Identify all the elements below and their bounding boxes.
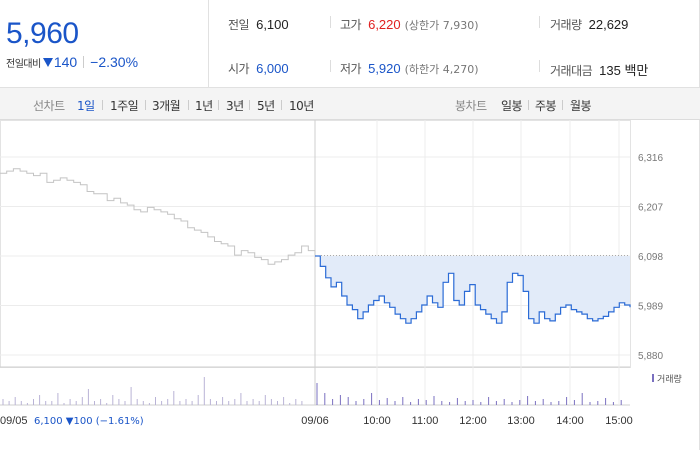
y-tick-label: 6,316 [638,153,663,164]
prev-close-value: 6,100 [256,17,289,32]
divider [249,100,250,110]
volume-label: 거래량 [550,18,582,32]
change-label: 전일대비 [6,58,41,70]
prev-close-stat: 전일 6,100 [228,16,289,33]
low-value: 5,920 [368,61,401,76]
lower-limit: (하한가 4,270) [404,63,479,76]
divider [330,60,331,72]
prev-day-change-info: 6,100 ▼100 (−1.61%) [34,416,144,427]
x-tick-label: 13:00 [507,415,535,427]
price-chart: 6,316 6,207 6,098 5,989 5,880 거래량 09/05 6,100 ▼… [0,120,700,450]
amount-value: 135 백만 [599,63,649,78]
prev-day-price-line [0,168,316,265]
today-price-line [315,255,631,324]
y-tick-label: 5,880 [638,351,663,362]
x-tick-label: 12:00 [459,415,487,427]
high-stat: 고가 6,220 (상한가 7,930) [340,16,479,33]
change-row: 전일대비 140 −2.30% [6,54,138,70]
amount-stat: 거래대금 135 백만 [550,60,648,79]
x-tick-label: 09/06 [301,415,329,427]
change-value: 140 [53,54,78,70]
down-triangle-icon [42,57,53,67]
divider [188,100,189,110]
candle-chart-label: 봉차트 [455,99,487,113]
high-label: 고가 [340,18,362,32]
tab-3y[interactable]: 3년 [226,99,244,113]
divider [539,16,540,28]
volume-legend-label: 거래량 [657,373,682,385]
tab-1y[interactable]: 1년 [195,99,213,113]
open-value: 6,000 [256,61,289,76]
tab-1w[interactable]: 1주일 [110,99,139,113]
tab-3m[interactable]: 3개월 [152,99,181,113]
current-price: 5,960 [6,17,79,50]
divider [145,100,146,110]
volume-value: 22,629 [588,17,629,32]
volume-legend-swatch [652,374,654,382]
y-tick-label: 5,989 [638,302,663,313]
tab-monthly-candle[interactable]: 월봉 [570,99,592,113]
low-stat: 저가 5,920 (하한가 4,270) [340,60,479,77]
x-tick-label: 14:00 [556,415,584,427]
x-tick-label: 15:00 [605,415,633,427]
tab-10y[interactable]: 10년 [289,99,314,113]
upper-limit: (상한가 7,930) [404,19,479,32]
tab-daily-candle[interactable]: 일봉 [501,99,523,113]
divider [528,100,529,110]
y-tick-label: 6,207 [638,203,663,214]
divider [562,100,563,110]
divider [218,100,219,110]
price-chart-svg: 6,316 6,207 6,098 5,989 5,880 거래량 09/05 6,100 ▼… [0,120,682,427]
tab-weekly-candle[interactable]: 주봉 [535,99,557,113]
divider [539,60,540,72]
open-stat: 시가 6,000 [228,60,289,77]
volume-stat: 거래량 22,629 [550,16,628,33]
x-tick-label: 09/05 [0,415,28,427]
x-tick-label: 11:00 [412,415,439,427]
line-chart-label: 선차트 [33,99,65,113]
prev-close-label: 전일 [228,18,250,32]
tab-5y[interactable]: 5년 [257,99,275,113]
divider [102,100,103,110]
x-tick-label: 10:00 [363,415,391,427]
price-box: 5,960 전일대비 140 −2.30% [0,0,209,88]
open-label: 시가 [228,62,250,76]
quote-summary: 5,960 전일대비 140 −2.30% 전일 6,100 고가 6,220 … [0,0,700,88]
high-value: 6,220 [368,17,401,32]
amount-label: 거래대금 [550,64,593,78]
y-tick-label: 6,098 [638,252,663,263]
divider [330,16,331,28]
today-area-fill [315,256,630,324]
tab-1d[interactable]: 1일 [77,99,95,113]
change-rate: −2.30% [90,54,139,70]
divider [281,100,282,110]
divider [83,56,85,68]
low-label: 저가 [340,62,362,76]
chart-period-tabs: 선차트 1일 1주일 3개월 1년 3년 5년 10년 봉차트 일봉 주봉 월봉 [0,88,700,120]
